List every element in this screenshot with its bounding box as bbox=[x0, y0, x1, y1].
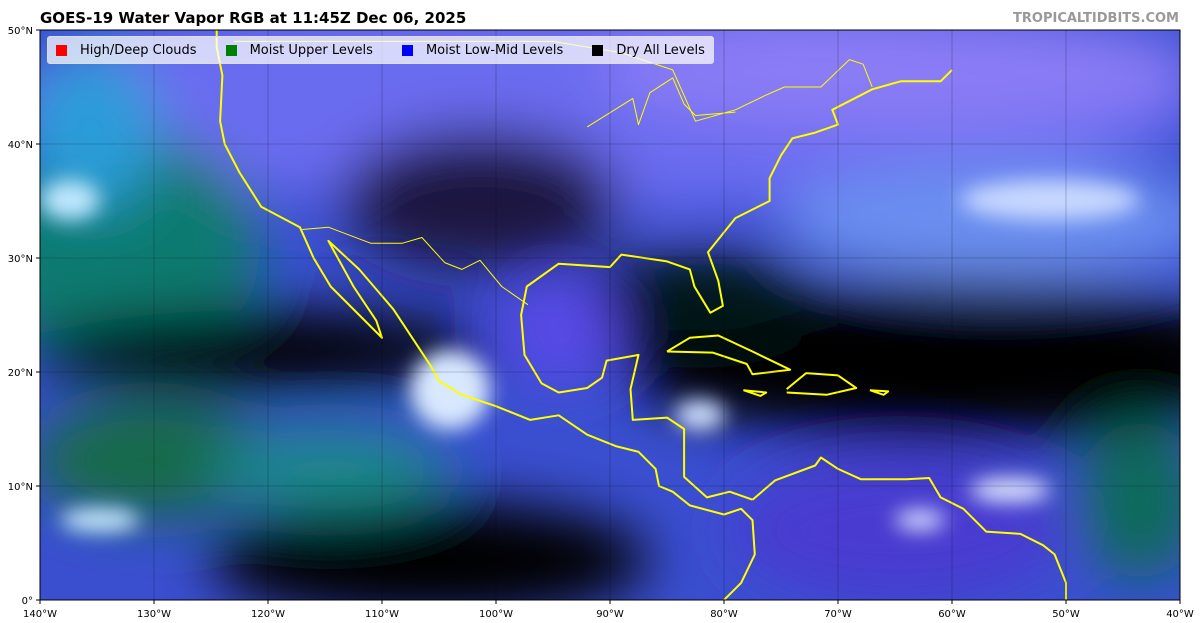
y-tick-label: 50°N bbox=[8, 26, 33, 37]
legend-label: Dry All Levels bbox=[616, 42, 705, 58]
legend-item: Dry All Levels bbox=[592, 43, 705, 58]
coastline bbox=[751, 456, 1067, 600]
y-tick-label: 0° bbox=[22, 596, 33, 607]
coastline bbox=[786, 372, 858, 396]
x-tick-label: 60°W bbox=[938, 609, 966, 620]
legend-swatch bbox=[225, 44, 237, 56]
y-tick-label: 40°N bbox=[8, 140, 33, 151]
legend-item: Moist Low-Mid Levels bbox=[401, 42, 564, 58]
legend: High/Deep Clouds Moist Upper Levels Mois… bbox=[47, 36, 714, 64]
coastline bbox=[666, 334, 792, 376]
legend-label: High/Deep Clouds bbox=[80, 42, 197, 58]
legend-swatch bbox=[401, 44, 413, 56]
legend-swatch bbox=[56, 44, 67, 56]
map-title: GOES-19 Water Vapor RGB at 11:45Z Dec 06… bbox=[40, 9, 467, 27]
credit-watermark: TROPICALTIDBITS.COM bbox=[1013, 11, 1179, 26]
coastline bbox=[520, 69, 953, 501]
x-tick-label: 120°W bbox=[251, 609, 285, 620]
legend-swatch bbox=[592, 44, 604, 56]
x-tick-label: 90°W bbox=[596, 609, 624, 620]
graticule bbox=[40, 30, 1180, 600]
coastline bbox=[743, 389, 768, 397]
x-tick-label: 140°W bbox=[23, 609, 57, 620]
x-tick-label: 130°W bbox=[137, 609, 171, 620]
border-line bbox=[586, 77, 736, 128]
x-tick-label: 40°W bbox=[1166, 609, 1194, 620]
border-line bbox=[302, 226, 529, 306]
x-tick-label: 50°W bbox=[1052, 609, 1080, 620]
y-tick-label: 20°N bbox=[8, 368, 33, 379]
y-tick-label: 30°N bbox=[8, 254, 33, 265]
legend-label: Moist Low-Mid Levels bbox=[425, 42, 564, 58]
x-tick-label: 100°W bbox=[479, 609, 513, 620]
coastline bbox=[215, 30, 756, 600]
x-tick-label: 110°W bbox=[365, 609, 399, 620]
x-tick-label: 80°W bbox=[710, 609, 738, 620]
axis-ticks: 140°W 130°W 120°W 110°W 100°W 90°W 80°W 70°W 60°… bbox=[8, 26, 1194, 620]
x-tick-label: 70°W bbox=[824, 609, 852, 620]
legend-label: Moist Upper Levels bbox=[249, 42, 373, 58]
legend-item: High/Deep Clouds bbox=[56, 43, 197, 58]
legend-item: Moist Upper Levels bbox=[225, 42, 373, 58]
coastline bbox=[869, 389, 890, 396]
y-tick-label: 10°N bbox=[8, 482, 33, 493]
